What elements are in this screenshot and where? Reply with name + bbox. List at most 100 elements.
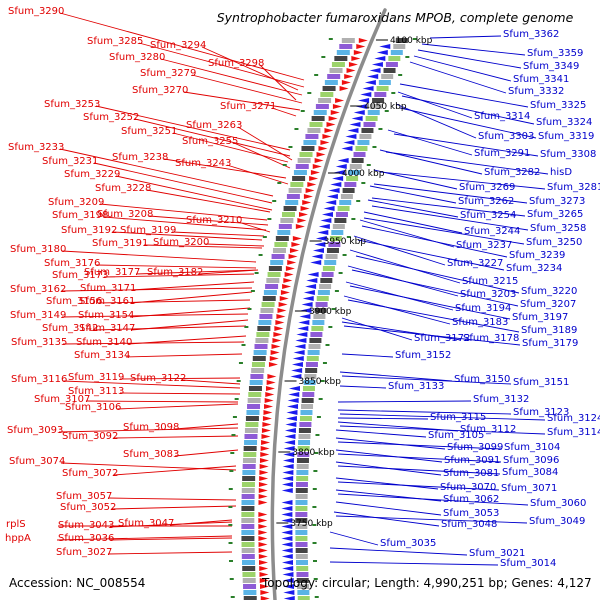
gc-dot <box>366 164 371 166</box>
gene-label-left: Sfum_3270 <box>132 85 188 96</box>
reverse-gene-arrow <box>318 224 330 229</box>
gene-label-right: Sfum_3359 <box>527 48 583 59</box>
cog-block-forward <box>270 260 284 265</box>
gc-dot <box>254 272 259 274</box>
gc-dot <box>405 56 410 58</box>
gc-dot <box>372 146 377 148</box>
genome-backbone <box>270 8 387 600</box>
gene-label-right: Sfum_3237 <box>456 240 512 251</box>
cog-block-forward <box>292 176 306 181</box>
gc-dot <box>277 182 282 184</box>
leader-line-left <box>119 392 241 395</box>
leader-line-left <box>134 118 291 157</box>
forward-gene-arrow <box>258 536 268 541</box>
kbp-tick-label: 3950 kbp <box>324 237 367 247</box>
cog-block-forward <box>251 368 265 373</box>
forward-gene-arrow <box>270 350 280 355</box>
leader-line-right <box>361 225 508 258</box>
reverse-gene-arrow <box>306 278 318 283</box>
gene-label-right: Sfum_3265 <box>527 209 583 220</box>
gene-label-left: Sfum_3098 <box>123 422 179 433</box>
reverse-gene-arrow <box>284 440 296 445</box>
cog-block-forward <box>260 308 274 313</box>
leader-line-left <box>237 126 293 161</box>
gene-label-right: Sfum_3250 <box>526 237 582 248</box>
forward-gene-arrow <box>260 452 270 457</box>
cog-block-reverse <box>337 206 350 211</box>
gene-label-right: Sfum_3178 <box>463 333 519 344</box>
cog-block-reverse <box>297 446 310 451</box>
leader-line-right <box>335 515 528 524</box>
cog-block-reverse <box>310 332 323 337</box>
gene-label-right: Sfum_3021 <box>469 548 525 559</box>
cog-block-forward <box>241 548 255 553</box>
gene-label-right: Sfum_3152 <box>395 350 451 361</box>
gene-label-left: Sfum_3243 <box>175 158 231 169</box>
reverse-gene-arrow <box>360 92 372 97</box>
gc-dot <box>314 596 319 598</box>
leader-line-left <box>271 107 297 117</box>
cog-block-reverse <box>328 242 341 247</box>
cog-block-reverse <box>347 170 360 175</box>
leader-line-left <box>259 64 297 101</box>
reverse-gene-arrow <box>374 56 386 61</box>
cog-block-forward <box>267 272 281 277</box>
forward-gene-arrow <box>288 254 298 259</box>
reverse-gene-arrow <box>282 458 294 463</box>
gene-label-left: Sfum_3251 <box>121 126 177 137</box>
forward-gene-arrow <box>302 200 312 205</box>
gc-dot <box>288 146 293 148</box>
reverse-gene-arrow <box>281 482 293 487</box>
leader-line-left <box>115 175 273 211</box>
gc-dot <box>356 200 361 202</box>
reverse-gene-arrow <box>291 362 303 367</box>
gene-label-left: Sfum_3052 <box>60 502 116 513</box>
gene-label-right: Sfum_3096 <box>503 455 559 466</box>
forward-gene-arrow <box>258 524 268 529</box>
cog-block-forward <box>261 302 275 307</box>
forward-gene-arrow <box>287 260 297 265</box>
kbp-tick-label: 4000 kbp <box>342 169 385 179</box>
leader-line-left <box>93 325 247 331</box>
leader-line-right <box>341 353 394 358</box>
cog-block-reverse <box>312 320 325 325</box>
forward-gene-arrow <box>320 140 330 145</box>
cog-block-reverse <box>317 290 330 295</box>
reverse-gene-arrow <box>330 182 342 187</box>
forward-gene-arrow <box>353 50 363 55</box>
gene-label-right: Sfum_3349 <box>523 61 579 72</box>
cog-block-reverse <box>342 188 355 193</box>
leader-line-left <box>97 299 251 304</box>
reverse-gene-arrow <box>282 572 294 577</box>
reverse-gene-arrow <box>293 350 305 355</box>
reverse-gene-arrow <box>281 512 293 517</box>
cog-block-reverse <box>346 176 359 181</box>
cog-block-forward <box>242 578 256 583</box>
cog-block-reverse <box>372 98 385 103</box>
cog-block-reverse <box>299 422 312 427</box>
leader-line-right <box>329 561 499 566</box>
cog-block-forward <box>245 416 259 421</box>
leader-line-left <box>95 264 257 269</box>
reverse-gene-arrow <box>285 422 297 427</box>
reverse-gene-arrow <box>371 62 383 67</box>
gene-label-left: Sfum_3198 <box>52 210 108 221</box>
leader-lines <box>56 12 549 566</box>
gene-label-right: Sfum_3151 <box>513 377 569 388</box>
gc-dot <box>228 506 233 508</box>
gc-dot <box>229 470 234 472</box>
cog-block-reverse <box>313 314 326 319</box>
gene-label-left: Sfum_3182 <box>147 267 203 278</box>
reverse-gene-arrow <box>341 146 353 151</box>
forward-gene-arrow <box>339 86 349 91</box>
forward-gene-arrow <box>263 410 273 415</box>
gc-dot <box>384 110 389 112</box>
gene-label-right: Sfum_3314 <box>474 111 530 122</box>
leader-line-left <box>58 427 239 433</box>
leader-line-right <box>355 255 520 294</box>
cog-block-forward <box>341 38 355 43</box>
gene-label-right: Sfum_3341 <box>513 74 569 85</box>
leader-line-left <box>143 244 263 249</box>
forward-gene-arrow <box>275 320 285 325</box>
leader-line-right <box>371 205 529 231</box>
